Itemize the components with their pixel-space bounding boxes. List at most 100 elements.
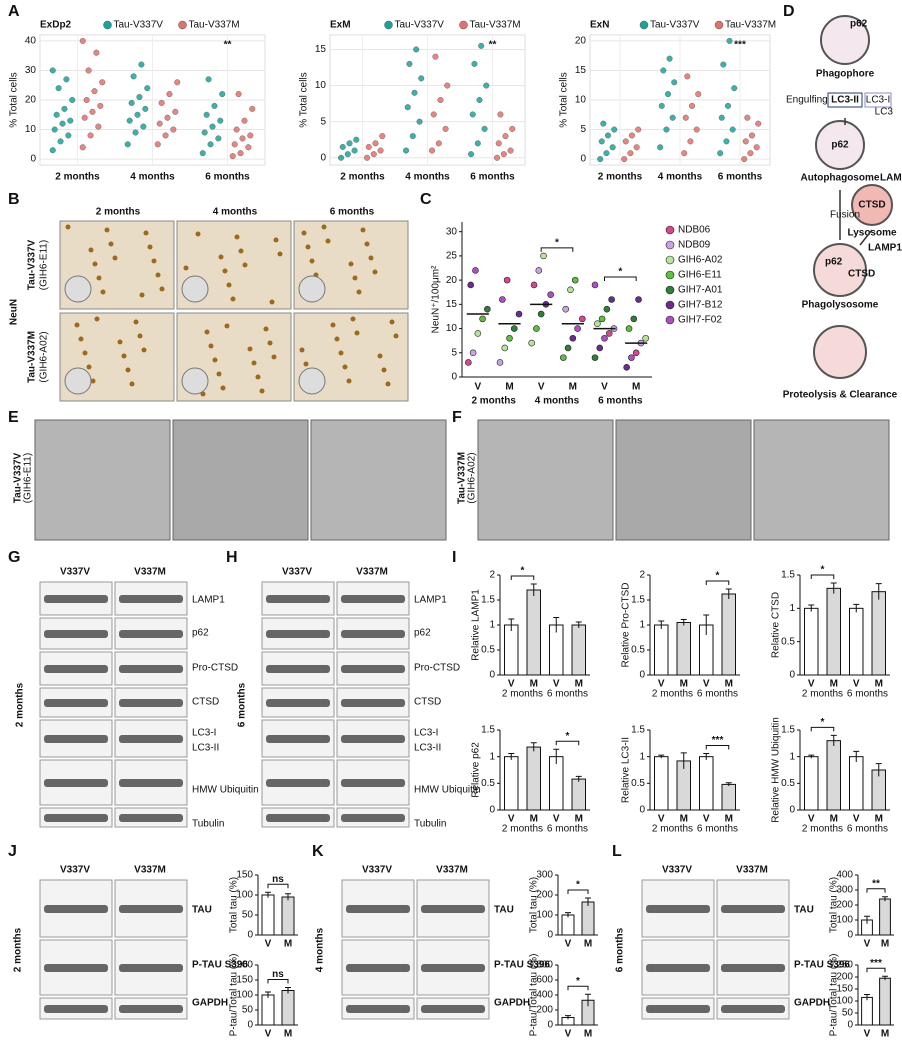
node-text: p62 (831, 140, 849, 151)
panel-label: J (8, 843, 17, 860)
significance-label: * (821, 717, 825, 728)
panel-label: B (8, 191, 20, 208)
phagophore-shape (820, 15, 870, 65)
blot-band (44, 699, 108, 707)
data-point (136, 94, 143, 101)
micrograph-cell (155, 272, 161, 278)
group-label: 2 months (652, 689, 693, 700)
data-point (51, 126, 58, 133)
significance-label: ns (272, 969, 284, 980)
y-tick-label: 0.5 (781, 636, 795, 647)
legend-label: NDB09 (678, 240, 711, 251)
data-point (126, 117, 133, 124)
significance-bracket (267, 979, 289, 984)
micrograph-cell (218, 254, 224, 260)
band-label: P-TAU S396 (494, 960, 550, 971)
bar (549, 756, 564, 811)
data-point (611, 126, 618, 133)
data-point (747, 150, 754, 157)
box (864, 92, 892, 108)
group-label: V337V (362, 865, 392, 876)
micrograph-cell (301, 230, 307, 236)
data-point (172, 108, 179, 115)
legend-swatch (665, 285, 675, 295)
micrograph-cell (242, 262, 248, 268)
bar (654, 624, 669, 676)
y-tick-label: 30 (25, 65, 37, 76)
bar (581, 901, 595, 936)
micrograph-cell (96, 275, 102, 281)
micrograph-cell (151, 258, 157, 264)
data-point (515, 310, 523, 318)
data-point (594, 320, 601, 328)
data-point (494, 154, 501, 161)
group-label: V337M (134, 567, 166, 578)
x-tick-label: 6 months (470, 172, 515, 183)
data-point (370, 151, 377, 158)
data-point (430, 111, 437, 118)
blot-band (721, 964, 785, 972)
arrow (839, 118, 873, 246)
data-point (635, 126, 642, 133)
error-bar (830, 582, 837, 594)
micrograph-cell (330, 322, 336, 328)
data-point (245, 144, 252, 151)
data-point (233, 126, 240, 133)
y-tick-label: 20 (575, 36, 587, 47)
data-point (731, 85, 738, 92)
panel-label: A (8, 3, 20, 20)
data-point (239, 135, 246, 142)
bar (879, 977, 891, 1026)
bar (804, 756, 819, 811)
band-label: HMW Ubiquitin (414, 785, 481, 796)
data-point (87, 132, 94, 139)
micrograph-cell (183, 265, 189, 271)
error-bar (875, 583, 882, 600)
x-tick-label: V (864, 939, 871, 950)
blot-band (421, 905, 485, 913)
blot-band (646, 905, 710, 913)
data-point (435, 140, 442, 147)
y-tick-label: 1 (639, 751, 645, 762)
data-point (215, 135, 222, 142)
data-point (502, 133, 509, 140)
band-label: TAU (794, 905, 814, 916)
error-bar (508, 618, 515, 631)
group-label: 6 months (547, 689, 588, 700)
group-label: V337M (134, 865, 166, 876)
bar (654, 756, 669, 811)
row-label: Tau-V337M (27, 331, 38, 383)
data-point (744, 114, 751, 121)
data-point (601, 334, 608, 342)
stain-label: NeuN (9, 299, 20, 325)
blot-band (44, 905, 108, 913)
error-bar (725, 782, 732, 786)
data-point (693, 126, 700, 133)
x-tick-label: 4 months (130, 172, 175, 183)
blot-band (266, 735, 330, 743)
y-tick-label: 0 (247, 930, 253, 941)
blot-band (421, 964, 485, 972)
micrograph-cell (129, 381, 135, 387)
panel-label: E (8, 409, 19, 426)
x-tick-label: V (508, 814, 515, 825)
y-tick-label: 2 (639, 570, 645, 581)
node-label: Lysosome (847, 228, 897, 239)
significance-bracket (567, 889, 589, 894)
significance-label: * (555, 238, 559, 249)
x-tick-label: M (284, 939, 292, 950)
y-tick-label: 200 (536, 890, 553, 901)
data-point (403, 147, 410, 154)
data-point (467, 281, 475, 289)
age-label: 6 months (237, 682, 248, 727)
blot-band (44, 630, 108, 638)
micrograph-cell (350, 316, 356, 322)
data-point (725, 102, 732, 109)
micrograph-cell (65, 224, 71, 230)
data-point (465, 359, 472, 366)
band-label: GAPDH (192, 998, 228, 1009)
blot-band (119, 905, 183, 913)
bar (504, 756, 519, 811)
group-label: V337V (60, 567, 90, 578)
data-point (219, 91, 226, 98)
